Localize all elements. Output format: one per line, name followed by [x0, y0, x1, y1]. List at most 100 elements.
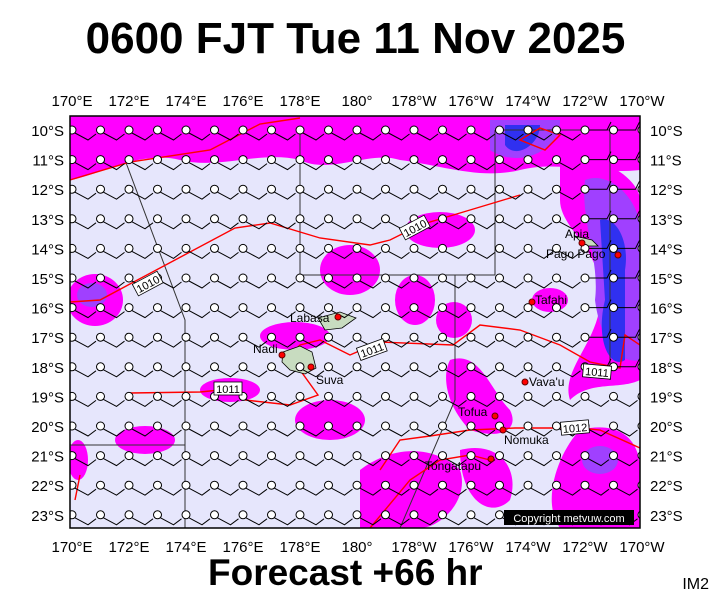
wind-barb [70, 451, 97, 467]
wind-barb [124, 214, 154, 230]
wind-barb [466, 125, 496, 141]
latitude-label: 20°S [31, 419, 64, 436]
longitude-label: 174°W [505, 539, 551, 556]
wind-barb [181, 362, 211, 378]
wind-barb [96, 155, 125, 171]
wind-barb [295, 125, 325, 141]
wind-barb [70, 480, 97, 496]
place-label: Nomuka [504, 433, 549, 447]
wind-barb [495, 214, 524, 230]
longitude-label: 170°W [619, 539, 665, 556]
latitude-label: 10°S [650, 123, 683, 140]
wind-barb [70, 332, 97, 348]
wind-barb [295, 303, 325, 319]
place-label: Pago Pago [546, 247, 606, 261]
wind-barb [210, 303, 239, 319]
wind-barb [324, 273, 353, 289]
wind-barb [552, 480, 581, 496]
wind-barb [70, 362, 97, 378]
wind-barb [466, 332, 496, 348]
place-marker [499, 426, 507, 434]
wind-barb [381, 451, 410, 467]
wind-barb [238, 303, 268, 319]
isobars [70, 117, 640, 528]
place-marker [578, 239, 586, 247]
latitude-label: 11°S [650, 153, 682, 170]
isobar-label: 1012 [560, 419, 590, 436]
wind-barb [153, 362, 182, 378]
wind-barb [238, 214, 268, 230]
wind-barb [552, 243, 581, 259]
wind-barb [295, 510, 325, 526]
wind-barb [181, 480, 211, 496]
map-area [70, 116, 640, 528]
wind-barb [495, 243, 524, 259]
wind-barb [181, 125, 211, 141]
wind-barb [324, 214, 353, 230]
copyright-text: Copyright metvuw.com [513, 513, 624, 525]
wind-barb [609, 240, 640, 253]
wind-barb [324, 243, 353, 259]
wind-barb [96, 214, 125, 230]
wind-barb [580, 121, 612, 135]
latitude-label: 20°S [650, 419, 683, 436]
longitude-label: 174°E [165, 539, 206, 556]
wind-barb [238, 362, 268, 378]
latitude-label: 14°S [650, 241, 683, 258]
wind-barb [181, 155, 211, 171]
wind-barb [381, 510, 410, 526]
forecast-hour: Forecast +66 hr [208, 552, 483, 593]
longitude-label: 172°W [562, 539, 608, 556]
wind-barb [324, 362, 353, 378]
wind-barb [495, 480, 524, 496]
wind-barb [238, 421, 268, 437]
wind-barb [352, 273, 382, 289]
wind-barb [609, 299, 640, 313]
wind-barb [609, 451, 638, 467]
wind-barb [96, 391, 125, 407]
wind-barb [267, 155, 296, 171]
longitude-label: 176°W [448, 539, 494, 556]
wind-barb [381, 273, 410, 289]
wind-barb [324, 421, 353, 437]
wind-barb [523, 243, 553, 259]
longitude-label: 170°W [619, 93, 665, 110]
place-marker [491, 412, 499, 420]
wind-barb [352, 391, 382, 407]
wind-barb [523, 214, 553, 230]
wind-barb [124, 421, 154, 437]
wind-barb [438, 155, 467, 171]
wind-barb [295, 391, 325, 407]
latitude-label: 16°S [650, 301, 683, 318]
wind-barb [124, 391, 154, 407]
wind-barb [523, 184, 553, 200]
wind-barb [267, 332, 296, 348]
wind-barb [267, 184, 296, 200]
wind-barb [352, 214, 382, 230]
wind-barb [153, 451, 182, 467]
wind-barb [523, 125, 553, 141]
place-marker [334, 313, 342, 321]
wind-barb [552, 391, 581, 407]
wind-barb [324, 332, 353, 348]
wind-barb [409, 273, 439, 289]
wind-barb [466, 421, 496, 437]
wind-barb [124, 362, 154, 378]
place-labels: Apia Pago Pago Tafahi Labasa Nadi Suva Vava'u T… [253, 227, 622, 473]
wind-barb [495, 125, 524, 141]
wind-barb [210, 243, 239, 259]
latitude-label: 23°S [650, 508, 683, 525]
wind-barb [609, 180, 640, 194]
wind-barb [295, 451, 325, 467]
wind-barb [495, 332, 524, 348]
wind-barb [210, 273, 239, 289]
wind-barb [552, 214, 581, 230]
wind-barb [580, 328, 612, 342]
wind-barb [153, 510, 182, 526]
map-frame [69, 115, 641, 529]
longitude-label: 178°W [391, 539, 437, 556]
isobar-value: 1011 [585, 366, 610, 380]
wind-barb [352, 303, 382, 319]
wind-barb [267, 125, 296, 141]
wind-barb [409, 451, 439, 467]
